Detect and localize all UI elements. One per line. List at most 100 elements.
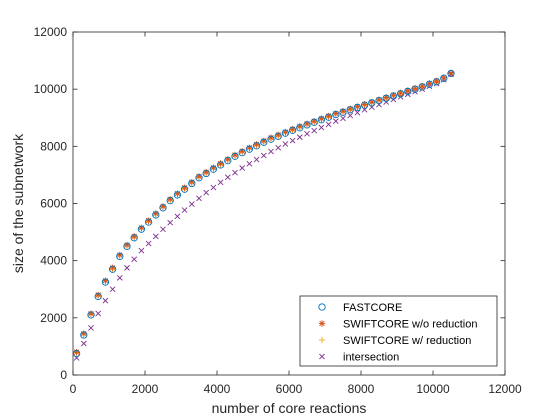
point-intersection-stroke <box>332 118 339 125</box>
point-intersection-stroke <box>246 160 253 167</box>
point-intersection-stroke <box>275 144 282 151</box>
point-intersection-stroke <box>289 137 296 144</box>
point-swiftcore-wo-reduction <box>80 330 87 337</box>
point-fastcore <box>123 242 131 251</box>
legend-marker-swiftcore-wo-reduction-stroke <box>319 320 325 327</box>
point-intersection-stroke <box>109 286 116 293</box>
x-tick-label: 10000 <box>416 382 450 396</box>
point-fastcore <box>332 110 340 119</box>
point-intersection-stroke <box>196 195 202 202</box>
point-intersection-stroke <box>217 179 224 186</box>
point-fastcore <box>339 108 347 116</box>
point-intersection <box>253 156 260 163</box>
point-intersection <box>275 144 282 151</box>
point-fastcore <box>382 94 390 102</box>
point-fastcore <box>317 116 326 124</box>
point-swiftcore-wo-reduction <box>260 137 267 145</box>
point-fastcore <box>245 145 254 153</box>
point-intersection <box>289 137 296 144</box>
point-swiftcore-wo-reduction <box>159 203 167 210</box>
point-fastcore <box>130 234 138 242</box>
point-intersection-stroke <box>203 189 210 196</box>
point-intersection <box>124 264 130 271</box>
point-intersection-stroke <box>383 99 390 105</box>
point-intersection <box>95 310 102 317</box>
point-intersection-stroke <box>318 124 325 131</box>
point-intersection <box>354 109 361 116</box>
x-tick-label: 4000 <box>204 382 231 396</box>
point-intersection <box>210 184 217 191</box>
y-tick-label: 8000 <box>40 139 67 153</box>
point-intersection-stroke <box>253 156 260 163</box>
point-intersection-stroke <box>347 112 354 119</box>
point-intersection-stroke <box>167 219 174 226</box>
point-fastcore <box>346 106 354 114</box>
point-fastcore <box>238 148 246 157</box>
point-intersection <box>160 226 166 233</box>
point-fastcore <box>296 124 304 132</box>
point-intersection-stroke <box>95 310 102 317</box>
point-intersection <box>268 148 274 155</box>
point-swiftcore-wo-reduction <box>116 251 123 259</box>
legend-marker-swiftcore-w-reduction <box>318 336 326 344</box>
point-intersection-stroke <box>210 184 217 191</box>
point-fastcore <box>209 165 218 173</box>
point-swiftcore-wo-reduction <box>145 217 152 224</box>
point-fastcore <box>353 103 362 112</box>
point-fastcore <box>202 169 210 178</box>
point-fastcore <box>144 218 153 226</box>
point-intersection <box>239 165 246 171</box>
point-intersection-stroke <box>376 101 382 108</box>
x-axis-label: number of core reactions <box>212 400 367 416</box>
point-fastcore <box>166 196 174 205</box>
point-intersection-stroke <box>268 148 274 155</box>
point-intersection <box>304 130 310 137</box>
point-intersection-stroke <box>160 226 166 233</box>
point-intersection <box>174 213 181 220</box>
legend-label-swiftcore-wo-reduction: SWIFTCORE w/o reduction <box>343 319 477 331</box>
point-swiftcore-wo-reduction <box>188 178 195 186</box>
point-fastcore <box>274 132 282 140</box>
point-intersection <box>196 195 202 202</box>
point-fastcore <box>411 85 419 93</box>
point-intersection <box>311 127 318 134</box>
data-marks <box>72 69 455 361</box>
point-swiftcore-wo-reduction <box>167 196 174 203</box>
point-swiftcore-wo-reduction <box>296 123 303 130</box>
point-intersection <box>145 240 152 247</box>
point-intersection-stroke <box>311 127 318 134</box>
y-tick-label: 2000 <box>40 311 67 325</box>
point-fastcore <box>108 265 117 273</box>
series-fastcore <box>72 69 455 358</box>
point-intersection <box>260 152 267 159</box>
point-swiftcore-wo-reduction <box>217 160 224 167</box>
point-fastcore <box>72 349 81 358</box>
legend-marker-intersection <box>319 353 325 360</box>
point-swiftcore-wo-reduction <box>253 141 260 148</box>
point-intersection <box>203 189 210 196</box>
y-tick-label: 6000 <box>40 197 67 211</box>
point-fastcore <box>137 225 146 233</box>
point-fastcore <box>389 92 398 100</box>
point-swiftcore-wo-reduction <box>224 155 231 163</box>
point-fastcore <box>180 185 189 193</box>
point-fastcore <box>94 292 102 301</box>
point-swiftcore-wo-reduction <box>73 348 80 356</box>
point-intersection <box>102 297 109 304</box>
point-intersection-stroke <box>188 201 195 207</box>
point-fastcore <box>360 101 369 109</box>
point-swiftcore-wo-reduction-stroke <box>448 70 454 76</box>
point-swiftcore-wo-reduction <box>131 233 138 240</box>
point-intersection-stroke <box>325 121 332 128</box>
point-swiftcore-wo-reduction <box>231 151 239 159</box>
point-fastcore <box>303 121 311 129</box>
point-intersection <box>232 169 238 176</box>
point-fastcore <box>375 96 383 105</box>
point-fastcore <box>288 126 297 134</box>
point-intersection-stroke <box>124 264 130 271</box>
point-fastcore <box>267 135 275 143</box>
point-swiftcore-wo-reduction <box>267 134 275 141</box>
point-intersection-stroke <box>80 340 87 347</box>
point-intersection-stroke <box>354 109 361 116</box>
x-tick-label: 2000 <box>132 382 159 396</box>
